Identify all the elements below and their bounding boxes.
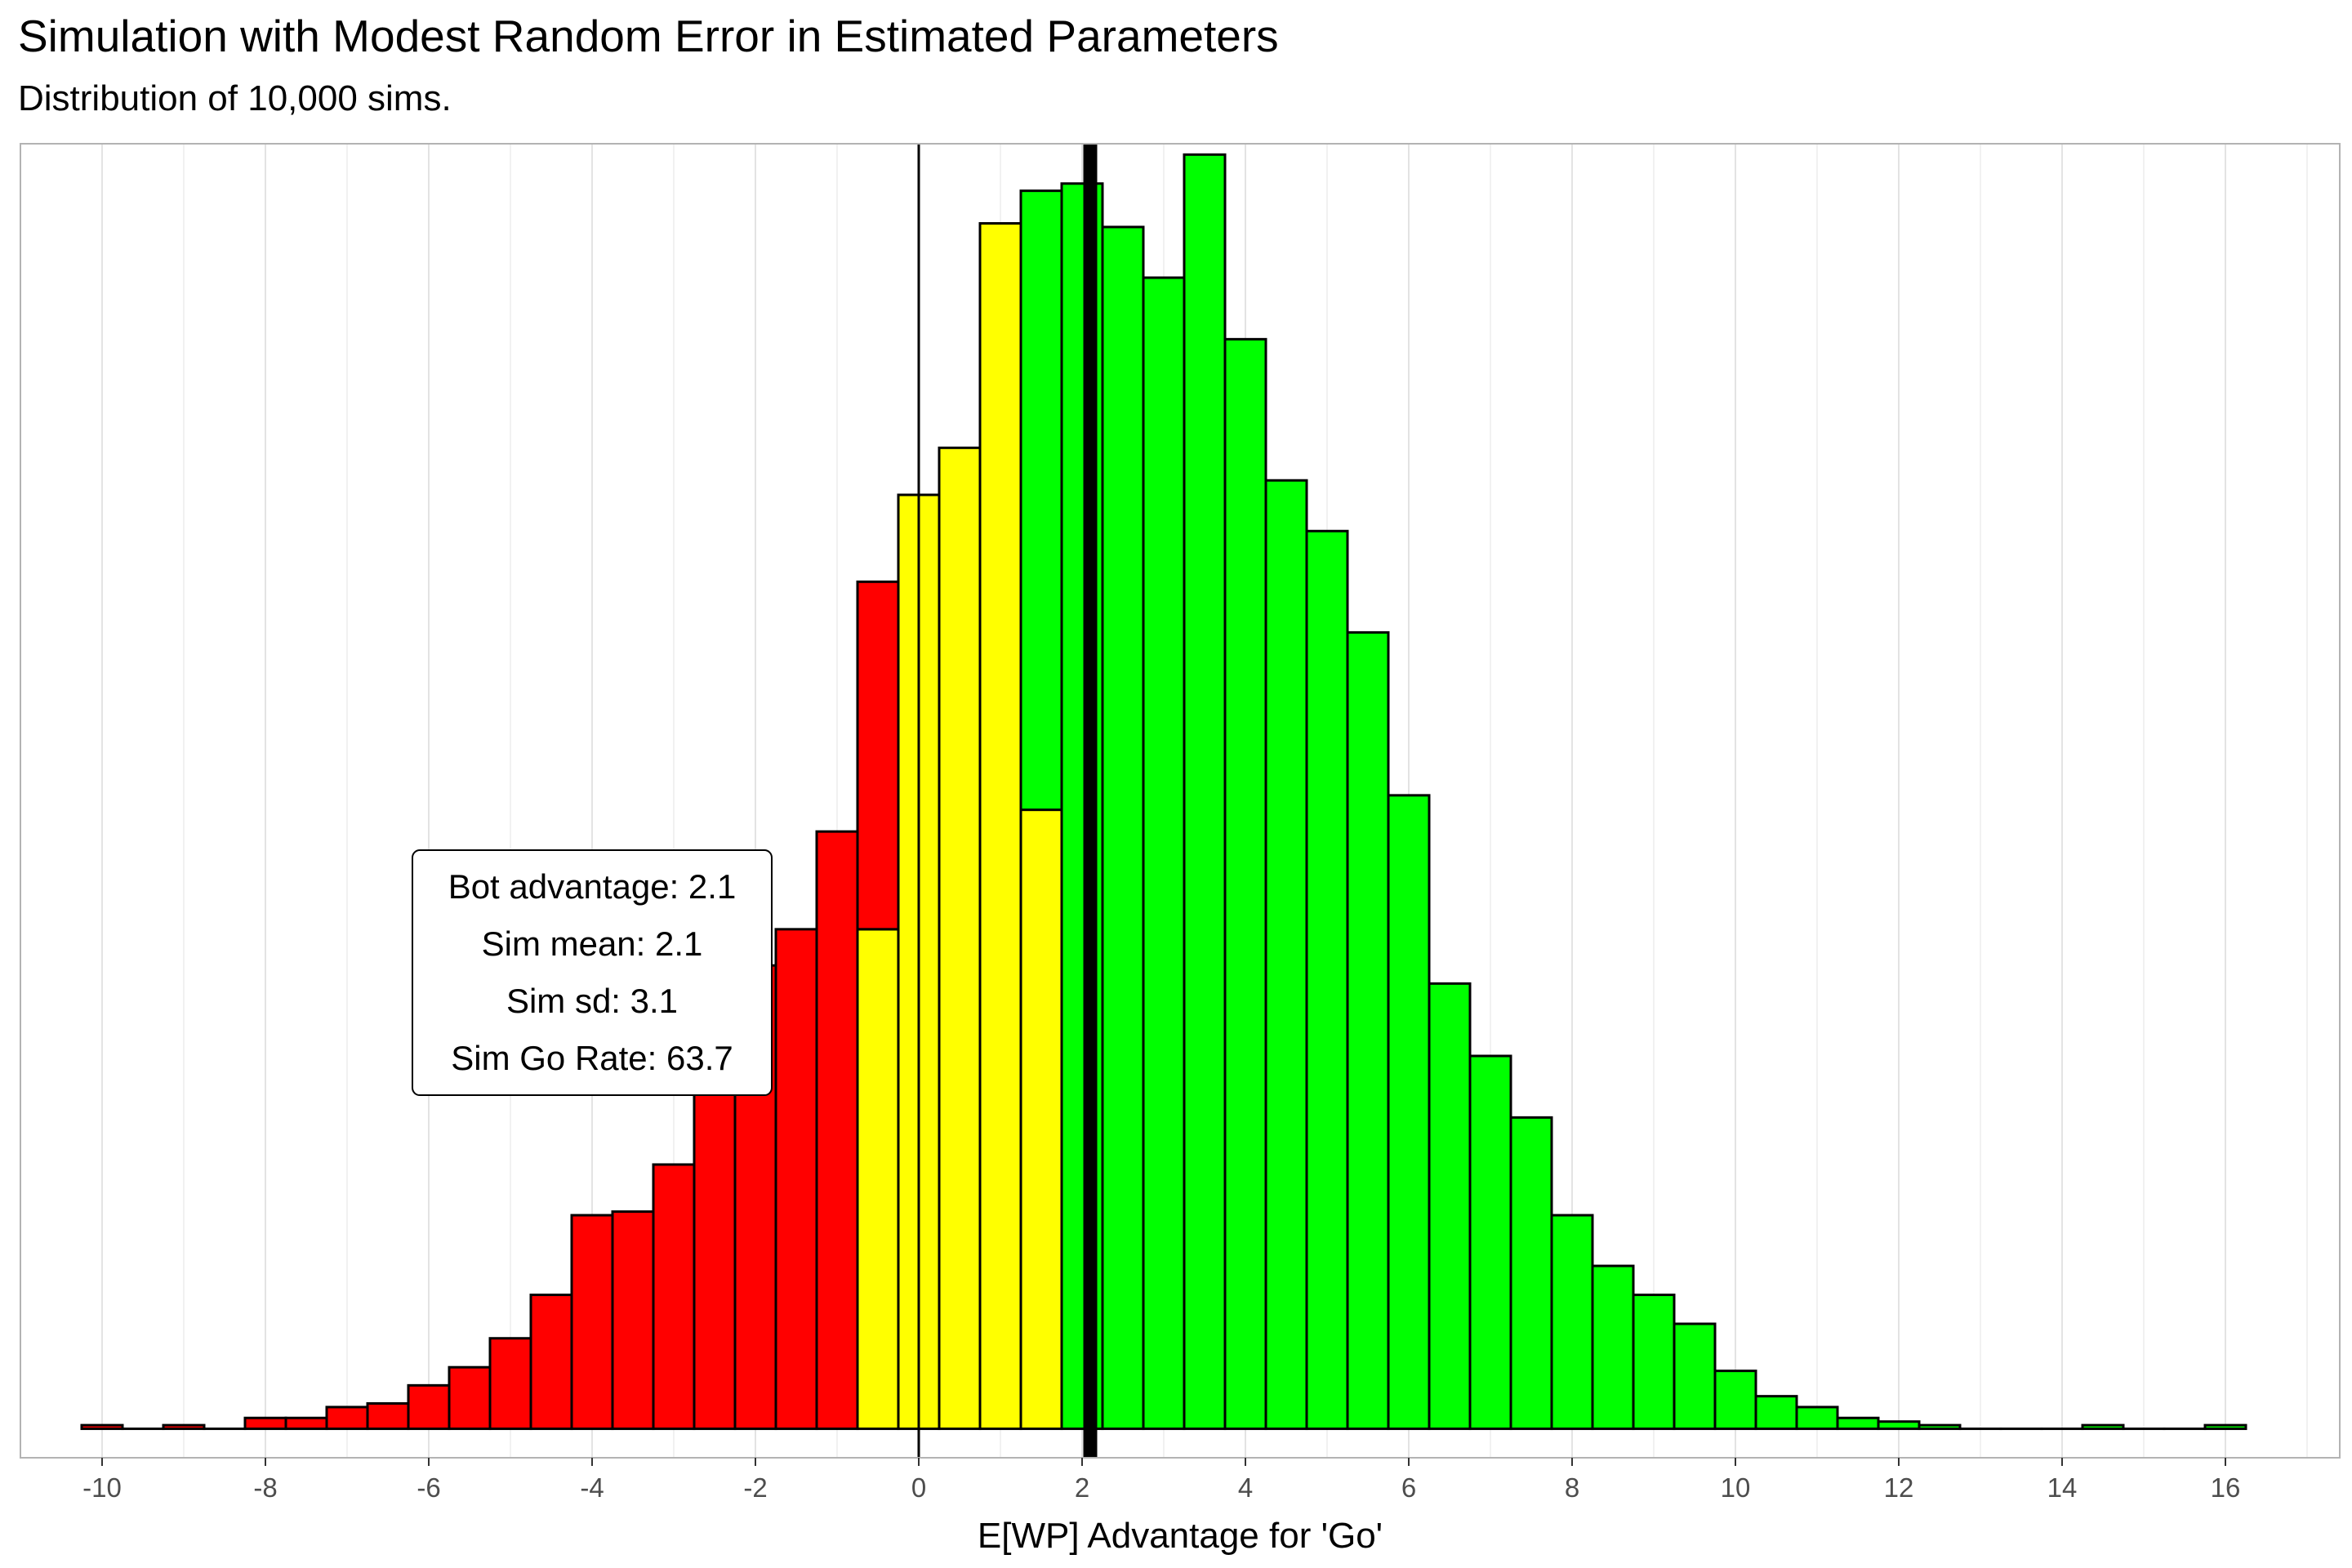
histogram-bar xyxy=(1632,1294,1676,1431)
histogram-bar xyxy=(488,1337,532,1431)
stats-annotation-line: Sim Go Rate: 63.7 xyxy=(451,1039,733,1077)
x-tick-label: 12 xyxy=(1884,1472,1914,1503)
histogram-bar xyxy=(652,1163,696,1431)
x-tick-label: -4 xyxy=(580,1472,604,1503)
stats-annotation: Bot advantage: 2.1 Sim mean: 2.1 Sim sd: 3… xyxy=(412,849,773,1097)
histogram-bar xyxy=(1223,337,1267,1431)
histogram-bar xyxy=(1591,1264,1635,1431)
histogram-bar xyxy=(774,928,818,1431)
histogram-bar xyxy=(2081,1423,2125,1431)
histogram-bar xyxy=(978,222,1022,1431)
chart-subtitle: Distribution of 10,000 sims. xyxy=(18,78,452,118)
histogram-bar xyxy=(366,1402,410,1431)
x-tick-label: 4 xyxy=(1238,1472,1253,1503)
histogram-bar xyxy=(856,928,900,1431)
histogram-bar xyxy=(1305,529,1349,1431)
histogram-bar xyxy=(938,446,982,1431)
stats-annotation-box xyxy=(412,849,773,1097)
x-tick-label: 2 xyxy=(1075,1472,1089,1503)
x-axis-ticks: -10 -8 -6 -4 -2 0 2 4 6 8 10 12 14 16 xyxy=(82,1458,2240,1503)
histogram-bar xyxy=(1468,1054,1512,1431)
histogram-bar xyxy=(1019,808,1063,1431)
histogram-bar xyxy=(243,1416,287,1431)
histogram-bar xyxy=(1387,794,1431,1431)
stats-annotation-line: Sim mean: 2.1 xyxy=(482,924,703,963)
histogram-bar xyxy=(1509,1116,1553,1431)
histogram-bar xyxy=(1795,1405,1839,1431)
x-tick-label: -6 xyxy=(416,1472,440,1503)
stats-annotation-line: Sim sd: 3.1 xyxy=(506,982,678,1020)
histogram-bar xyxy=(529,1294,573,1431)
x-axis-title: E[WP] Advantage for 'Go' xyxy=(978,1516,1383,1556)
histogram-bar xyxy=(80,1423,124,1431)
histogram-bar xyxy=(1918,1423,1962,1431)
x-tick-label: 6 xyxy=(1401,1472,1416,1503)
x-tick-label: -10 xyxy=(82,1472,122,1503)
histogram-bar xyxy=(1550,1214,1594,1431)
histogram-bar xyxy=(448,1365,492,1431)
panel-border xyxy=(20,143,2341,1459)
histogram-bar xyxy=(1673,1322,1717,1431)
reference-lines xyxy=(917,144,1098,1458)
histogram-bar xyxy=(1183,153,1227,1431)
x-tick-label: 8 xyxy=(1565,1472,1579,1503)
histogram-bar xyxy=(284,1416,328,1431)
histogram-bar xyxy=(856,580,900,931)
x-tick-label: -8 xyxy=(253,1472,277,1503)
histogram-bar xyxy=(1142,276,1186,1431)
histogram-bar xyxy=(1713,1370,1757,1431)
histogram-bar xyxy=(815,830,859,1431)
histogram-bar xyxy=(162,1423,206,1431)
histogram-bar xyxy=(325,1405,369,1431)
x-tick-label: -2 xyxy=(743,1472,767,1503)
histogram-bar xyxy=(1019,189,1063,812)
stats-annotation-line: Bot advantage: 2.1 xyxy=(448,867,737,906)
histogram-bar xyxy=(407,1383,451,1431)
x-tick-label: 16 xyxy=(2211,1472,2241,1503)
histogram-bar xyxy=(1428,982,1472,1431)
chart-title: Simulation with Modest Random Error in E… xyxy=(18,11,1279,61)
histogram-bar xyxy=(1877,1420,1921,1431)
histogram-bar xyxy=(1101,225,1145,1431)
x-tick-label: 10 xyxy=(1721,1472,1751,1503)
histogram-bar xyxy=(1264,479,1308,1431)
histogram-bar xyxy=(1346,630,1390,1431)
x-tick-label: 14 xyxy=(2047,1472,2078,1503)
histogram-bar xyxy=(611,1210,655,1431)
histogram-bar xyxy=(693,1080,737,1431)
histogram-bar xyxy=(1836,1416,1880,1431)
histogram-bar xyxy=(2203,1423,2247,1431)
histogram-bar xyxy=(1754,1395,1798,1431)
x-tick-label: 0 xyxy=(911,1472,926,1503)
histogram-bar xyxy=(570,1214,614,1431)
histogram-bars xyxy=(80,153,2247,1431)
